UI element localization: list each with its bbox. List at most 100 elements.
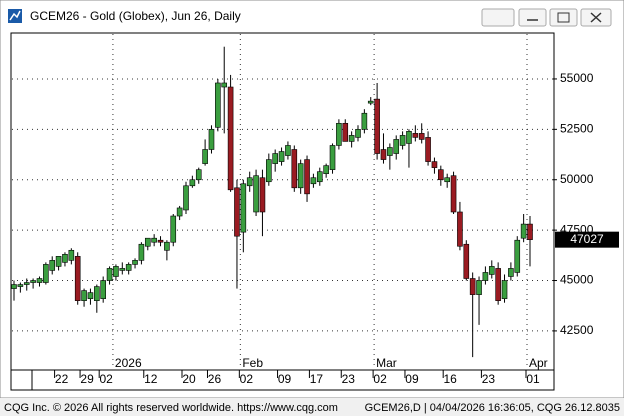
candle-body <box>508 268 514 277</box>
candle-body <box>266 159 272 183</box>
footer-right: GCEM26,D | 04/04/2026 16:36:05, CQG 26.1… <box>365 402 620 414</box>
footer-left: CQG Inc. © 2026 All rights reserved worl… <box>4 402 338 414</box>
candle-body <box>361 112 368 130</box>
candle-body <box>310 177 317 185</box>
candle-body <box>488 266 495 275</box>
candle-body <box>106 268 113 281</box>
x-tick-label: 23 <box>482 372 496 386</box>
candle-body <box>183 185 189 211</box>
candle-body <box>438 169 444 181</box>
x-tick-label: 23 <box>342 372 356 386</box>
app-icon-glyph <box>9 10 21 21</box>
candle-body <box>74 256 81 301</box>
candle-body <box>323 165 329 174</box>
candle-body <box>202 149 208 164</box>
candle-body <box>36 278 43 283</box>
period-label: Feb <box>242 356 263 370</box>
y-tick-label: 45000 <box>560 273 594 287</box>
candle-body <box>100 280 106 299</box>
candle-body <box>68 249 75 261</box>
x-tick-label: 12 <box>144 372 158 386</box>
candle-body <box>94 286 100 301</box>
minimize-button[interactable] <box>518 8 547 27</box>
candle-body <box>316 171 323 183</box>
candle-body <box>272 153 278 164</box>
candle-body <box>176 207 183 217</box>
x-tick-label: 01 <box>526 372 540 386</box>
period-label: Apr <box>529 356 548 370</box>
x-tick-label: 02 <box>100 372 114 386</box>
candle-body <box>527 223 533 240</box>
candle-body <box>412 133 419 138</box>
candle-body <box>119 268 126 271</box>
candle-body <box>144 237 151 247</box>
x-tick-label: 17 <box>310 372 324 386</box>
candle-body <box>355 129 361 138</box>
candle-body <box>304 159 310 195</box>
candle-body <box>43 264 49 283</box>
candle-body <box>476 280 482 295</box>
candle-body <box>285 145 291 156</box>
candle-body <box>227 86 234 191</box>
candle-body <box>380 149 387 160</box>
candle-body <box>399 135 406 146</box>
candle-body <box>374 98 380 154</box>
candle-body <box>246 177 253 187</box>
candle-body <box>520 223 527 239</box>
candle-body <box>329 145 336 170</box>
window-title: GCEM26 - Gold (Globex), Jun 26, Daily <box>30 9 241 23</box>
plot-area <box>10 32 555 371</box>
candle-body <box>189 179 196 187</box>
last-price-box <box>555 231 619 248</box>
candle-body <box>425 137 431 162</box>
candle-body <box>367 100 374 104</box>
corner-box <box>10 369 33 391</box>
candle-body <box>336 122 342 146</box>
candle-body <box>393 139 400 154</box>
candle-body <box>195 169 202 181</box>
maximize-glyph <box>557 12 570 23</box>
candle-body <box>342 122 349 142</box>
candle-body <box>132 260 138 265</box>
y-tick-label: 50000 <box>560 172 594 186</box>
last-price-label: 47027 <box>570 232 604 246</box>
x-tick-label: 02 <box>240 372 254 386</box>
candle-body <box>87 292 94 299</box>
period-label: Mar <box>376 356 397 370</box>
candle-body <box>55 256 62 267</box>
candle-body <box>457 211 463 247</box>
link-button[interactable] <box>481 8 515 27</box>
candle-body <box>138 243 145 261</box>
candle-body <box>387 147 393 156</box>
candle-body <box>431 161 438 168</box>
x-tick-label: 26 <box>208 372 222 386</box>
candle-body <box>348 135 355 142</box>
candle-body <box>170 215 177 243</box>
candle-body <box>469 278 476 295</box>
candle-body <box>11 284 17 289</box>
candle-body <box>406 131 412 144</box>
candle-body <box>297 163 304 189</box>
candle-body <box>234 187 240 237</box>
candle-body <box>418 133 425 140</box>
candle-body <box>291 149 298 189</box>
candle-body <box>30 280 36 283</box>
candle-body <box>81 290 87 301</box>
x-tick-label: 29 <box>80 372 94 386</box>
maximize-button[interactable] <box>549 8 578 27</box>
x-tick-label: 20 <box>182 372 196 386</box>
candle-body <box>164 241 170 251</box>
candle-body <box>259 177 266 213</box>
candle-body <box>113 266 119 277</box>
x-tick-label: 09 <box>278 372 292 386</box>
close-glyph <box>590 12 602 23</box>
x-tick-label: 22 <box>55 372 69 386</box>
y-tick-label: 55000 <box>560 71 594 85</box>
x-tick-label: 02 <box>373 372 387 386</box>
x-tick-label: 09 <box>405 372 419 386</box>
candle-body <box>444 177 450 183</box>
candle-body <box>125 264 132 271</box>
x-tick-label: 16 <box>444 372 458 386</box>
candle-body <box>208 129 215 150</box>
